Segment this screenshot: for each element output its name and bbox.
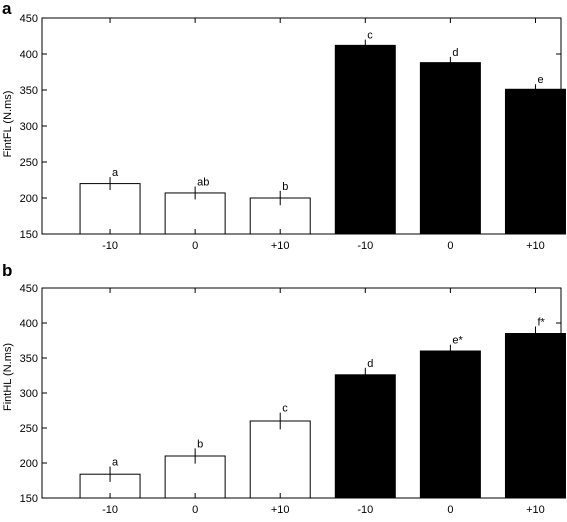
panel-a-y-tick-label: 450 [20, 13, 38, 25]
panel-a-x-tick-label: -10 [357, 240, 373, 252]
panel-b-bar [504, 333, 566, 499]
panel-a-bar [164, 192, 226, 235]
panel-a-bar [419, 62, 481, 235]
panel-a-x-ticks: -10 0 +10 -10 0 +10 [102, 18, 545, 252]
panel-a-y-tick-label: 150 [20, 229, 38, 241]
panel-a-y-axis-label: FintFL (N.ms) [2, 91, 14, 158]
panel-b-significance-label: a [112, 457, 119, 469]
panel-b-y-tick-label: 400 [20, 318, 38, 330]
panel-b-y-tick-label: 250 [20, 423, 38, 435]
panel-b-significance-label: c [282, 403, 288, 415]
panel-a-significance-label: ab [197, 176, 209, 188]
panel-a-bar [504, 88, 566, 235]
panel-a-y-tick-label: 400 [20, 49, 38, 61]
panel-a-bar [79, 183, 141, 235]
panel-a-x-tick-label: +10 [271, 240, 290, 252]
panel-a-bar [334, 44, 396, 235]
panel-a-significance-label: b [282, 181, 288, 193]
panel-a-significance-label: c [367, 30, 373, 42]
panel-b-x-tick-label: 0 [447, 504, 453, 516]
panel-b: b FintHL (N.ms) 150 200 250 300 350 400 450 a b… [2, 261, 566, 516]
panel-b-y-tick-label: 200 [20, 458, 38, 470]
panel-a-significance-label: a [112, 167, 119, 179]
panel-b-significance-label: f* [537, 317, 545, 329]
panel-b-bar [249, 420, 311, 499]
panel-a-x-tick-label: +10 [526, 240, 545, 252]
panel-b-x-tick-label: -10 [102, 504, 118, 516]
panel-b-y-tick-label: 350 [20, 353, 38, 365]
panel-a-y-tick-label: 250 [20, 157, 38, 169]
panel-a-x-tick-label: -10 [102, 240, 118, 252]
panel-b-bar [419, 350, 481, 499]
panel-b-bar [334, 374, 396, 499]
panel-b-x-tick-label: 0 [192, 504, 198, 516]
panel-b-y-axis-label: FintHL (N.ms) [2, 343, 14, 411]
panel-b-x-ticks: -10 0 +10 -10 0 +10 [102, 288, 545, 516]
panel-b-y-tick-label: 450 [20, 283, 38, 295]
panel-b-x-tick-label: -10 [357, 504, 373, 516]
panel-a-y-tick-label: 350 [20, 85, 38, 97]
panel-b-significance-label: e* [452, 335, 463, 347]
panel-b-y-tick-label: 300 [20, 388, 38, 400]
panel-b-y-tick-label: 150 [20, 493, 38, 505]
panel-a-y-tick-label: 300 [20, 121, 38, 133]
panel-b-bars: a b c d e* f* [79, 317, 566, 499]
panel-a-y-ticks: 150 200 250 300 350 400 450 [20, 13, 561, 241]
panel-a-significance-label: d [452, 47, 458, 59]
panel-a-bars: a ab b c d e [79, 30, 566, 235]
panel-a-x-tick-label: 0 [192, 240, 198, 252]
panel-b-letter: b [2, 261, 12, 280]
panel-b-x-tick-label: +10 [526, 504, 545, 516]
panel-a-y-tick-label: 200 [20, 193, 38, 205]
panel-b-significance-label: b [197, 438, 203, 450]
panel-a-x-tick-label: 0 [447, 240, 453, 252]
panel-b-x-tick-label: +10 [271, 504, 290, 516]
panel-b-significance-label: d [367, 358, 373, 370]
panel-a-significance-label: e [537, 74, 543, 86]
panel-a-letter: a [2, 0, 12, 18]
